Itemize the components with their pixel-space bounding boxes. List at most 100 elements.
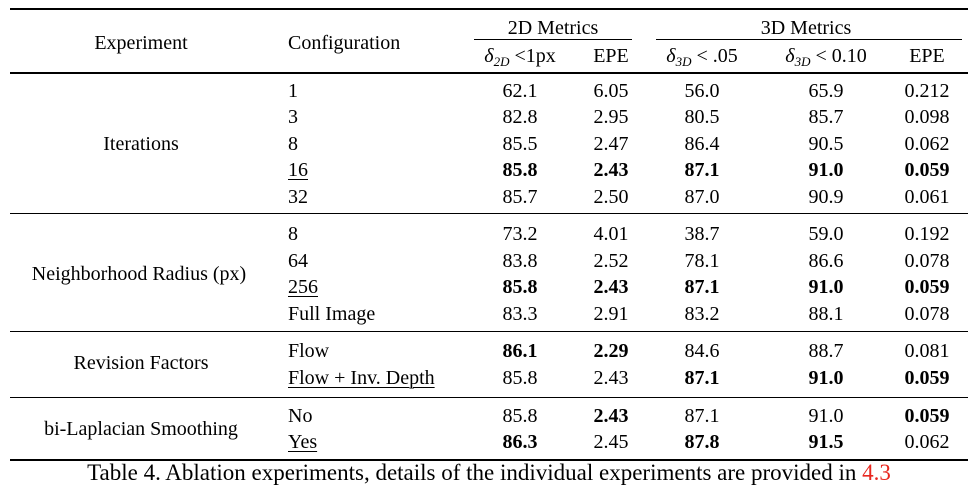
value-cell: 83.8 [502,250,538,272]
value-cell: 88.1 [808,303,844,325]
group-rule-3 [10,397,968,398]
value-cell: 87.8 [684,431,720,453]
value-cell: 78.1 [684,250,720,272]
config-cell: Flow + Inv. Depth [288,367,435,389]
caption-section-link[interactable]: 4.3 [862,460,891,485]
delta-3d-10-rel: < 0.10 [810,45,867,67]
value-cell: 0.078 [904,303,950,325]
value-cell: 0.098 [904,106,950,128]
top-rule [10,8,968,10]
header-delta-3d-05: δ3D < .05 [666,44,737,74]
caption-text: Table 4. Ablation experiments, details o… [87,460,863,485]
value-cell: 0.059 [904,276,950,298]
value-cell: 91.0 [808,159,844,181]
header-experiment: Experiment [94,32,188,54]
header-configuration: Configuration [288,32,401,54]
value-cell: 56.0 [684,80,720,102]
group-label-bilaplacian: bi-Laplacian Smoothing [44,418,238,440]
value-cell: 0.059 [904,159,950,181]
value-cell: 2.45 [593,431,629,453]
value-cell: 59.0 [808,223,844,245]
value-cell: 2.43 [593,276,629,298]
delta-2d-rel: <1px [509,45,556,67]
delta-3d-05-symbol: δ [666,45,676,67]
delta-3d-05-rel: < .05 [691,45,738,67]
group-label-revision: Revision Factors [73,352,209,374]
value-cell: 0.062 [904,431,950,453]
value-cell: 82.8 [502,106,538,128]
value-cell: 83.3 [502,303,538,325]
value-cell: 85.8 [502,405,538,427]
value-cell: 91.5 [808,431,844,453]
config-cell: 1 [288,80,298,102]
value-cell: 2.43 [593,367,629,389]
value-cell: 87.1 [684,367,720,389]
value-cell: 2.43 [593,405,629,427]
group-3d-rule [656,39,962,40]
value-cell: 85.5 [502,133,538,155]
value-cell: 91.0 [808,405,844,427]
value-cell: 0.059 [904,367,950,389]
config-cell: 16 [288,159,308,181]
value-cell: 0.192 [904,223,950,245]
value-cell: 86.3 [502,431,538,453]
group-rule-2 [10,331,968,332]
header-epe-3d: EPE [909,45,945,67]
value-cell: 90.9 [808,186,844,208]
delta-3d-10-sub: 3D [794,54,811,69]
value-cell: 83.2 [684,303,720,325]
config-cell: No [288,405,313,427]
value-cell: 2.52 [593,250,629,272]
value-cell: 85.7 [502,186,538,208]
value-cell: 0.062 [904,133,950,155]
value-cell: 85.7 [808,106,844,128]
value-cell: 38.7 [684,223,720,245]
value-cell: 87.1 [684,276,720,298]
value-cell: 2.95 [593,106,629,128]
value-cell: 0.078 [904,250,950,272]
value-cell: 4.01 [593,223,629,245]
value-cell: 85.8 [502,276,538,298]
value-cell: 80.5 [684,106,720,128]
value-cell: 85.8 [502,159,538,181]
value-cell: 86.6 [808,250,844,272]
value-cell: 85.8 [502,367,538,389]
value-cell: 88.7 [808,340,844,362]
config-cell: Flow [288,340,330,362]
group-label-neighborhood: Neighborhood Radius (px) [31,263,247,285]
group-2d-rule [474,39,632,40]
group-label-iterations: Iterations [103,133,179,155]
value-cell: 2.50 [593,186,629,208]
table-caption: Table 4. Ablation experiments, details o… [0,459,978,487]
value-cell: 0.061 [904,186,950,208]
config-cell: 64 [288,250,308,272]
value-cell: 90.5 [808,133,844,155]
value-cell: 0.059 [904,405,950,427]
delta-3d-05-sub: 3D [675,54,692,69]
value-cell: 6.05 [593,80,629,102]
value-cell: 2.91 [593,303,629,325]
value-cell: 87.1 [684,159,720,181]
config-cell: Yes [288,431,318,453]
group-rule-1 [10,213,968,214]
delta-2d-symbol: δ [484,45,494,67]
config-cell: 8 [288,133,298,155]
header-rule [10,72,968,74]
value-cell: 84.6 [684,340,720,362]
value-cell: 91.0 [808,276,844,298]
value-cell: 91.0 [808,367,844,389]
value-cell: 0.212 [904,80,950,102]
config-cell: 8 [288,223,298,245]
header-3d-metrics: 3D Metrics [760,17,852,39]
value-cell: 73.2 [502,223,538,245]
header-epe-2d: EPE [593,45,629,67]
value-cell: 2.43 [593,159,629,181]
header-delta-2d: δ2D <1px [484,44,555,74]
bottom-rule [10,459,968,461]
header-delta-3d-10: δ3D < 0.10 [785,44,866,74]
delta-3d-10-symbol: δ [785,45,795,67]
header-2d-metrics: 2D Metrics [507,17,599,39]
value-cell: 2.47 [593,133,629,155]
value-cell: 86.4 [684,133,720,155]
